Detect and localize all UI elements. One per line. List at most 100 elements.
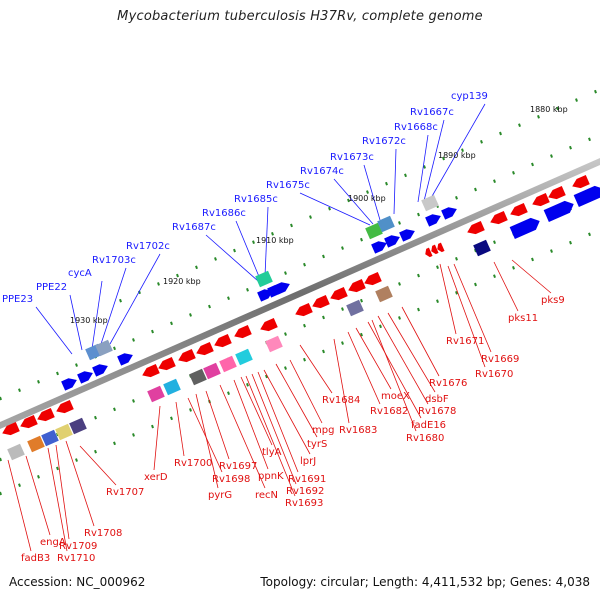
- reverse-gene-label: ppnK: [258, 471, 284, 482]
- tick-mark: [284, 366, 287, 370]
- reverse-gene-arrow: [431, 244, 439, 255]
- tick-mark: [379, 324, 382, 329]
- tick-mark: [341, 246, 344, 250]
- forward-gene-block: [95, 339, 113, 357]
- reverse-leader-line: [447, 265, 486, 368]
- forward-gene-arrow-shape: [543, 200, 574, 222]
- reverse-gene-block-shape: [473, 239, 491, 257]
- reverse-leader-line: [355, 327, 392, 390]
- reverse-gene-arrow-shape: [196, 342, 214, 356]
- tick-mark: [170, 321, 173, 326]
- tick-mark: [341, 341, 344, 345]
- tick-mark: [227, 296, 230, 300]
- reverse-gene-label: xerD: [144, 472, 168, 483]
- kbp-label: 1890 kbp: [438, 151, 476, 160]
- reverse-leader-line: [55, 444, 70, 540]
- reverse-gene-arrow: [572, 175, 590, 189]
- reverse-gene-arrow-shape: [214, 334, 232, 348]
- kbp-label: 1900 kbp: [348, 194, 386, 203]
- forward-leader-line: [299, 192, 371, 226]
- forward-gene-arrow-shape: [274, 282, 290, 295]
- tick-mark: [0, 396, 2, 401]
- reverse-gene-label: Rv1693: [285, 498, 323, 509]
- tick-mark: [417, 212, 420, 217]
- tick-mark: [113, 346, 116, 351]
- reverse-gene-arrow: [348, 279, 366, 293]
- tick-mark: [556, 106, 559, 111]
- forward-leader-line: [333, 178, 374, 225]
- tick-mark: [119, 298, 122, 303]
- tick-mark: [132, 399, 135, 403]
- reverse-gene-arrow: [2, 422, 20, 436]
- tick-mark: [594, 89, 597, 94]
- forward-gene-block: [377, 215, 395, 233]
- forward-gene-arrow-shape: [441, 207, 457, 220]
- tick-mark: [442, 156, 445, 161]
- reverse-leader-line: [187, 397, 223, 473]
- reverse-gene-block-shape: [7, 443, 25, 461]
- tick-mark: [531, 162, 534, 167]
- reverse-gene-block: [235, 348, 253, 366]
- tick-mark: [208, 304, 211, 309]
- reverse-gene-arrow-shape: [330, 287, 348, 301]
- tick-mark: [512, 170, 515, 175]
- reverse-leader-line: [263, 369, 311, 455]
- tick-mark: [157, 282, 160, 286]
- reverse-gene-arrow: [234, 325, 252, 339]
- reverse-leader-line: [511, 259, 552, 294]
- tick-mark: [37, 474, 40, 479]
- kbp-label: 1880 kbp: [530, 105, 568, 114]
- tick-mark: [518, 123, 521, 127]
- tick-mark: [132, 433, 135, 437]
- reverse-gene-arrow: [437, 242, 445, 253]
- forward-gene-label: Rv1687c: [172, 222, 216, 233]
- reverse-gene-block: [265, 335, 283, 353]
- reverse-leader-line: [233, 379, 269, 470]
- reverse-gene-label: Rv1678: [418, 406, 456, 417]
- forward-gene-arrow-shape: [92, 364, 108, 377]
- reverse-gene-arrow-shape: [532, 193, 550, 207]
- reverse-gene-arrow: [330, 287, 348, 301]
- tick-mark: [398, 221, 401, 225]
- reverse-gene-label: tyrS: [307, 439, 327, 450]
- reverse-gene-arrow: [295, 303, 313, 317]
- tick-mark: [75, 363, 78, 367]
- reverse-gene-block: [27, 435, 45, 453]
- tick-mark: [214, 257, 217, 261]
- map-title: Mycobacterium tuberculosis H37Rv, comple…: [117, 9, 483, 24]
- reverse-gene-arrow-shape: [260, 318, 278, 332]
- reverse-gene-label: Rv1710: [57, 553, 95, 564]
- tick-mark: [588, 232, 591, 237]
- tick-mark: [360, 298, 363, 303]
- tick-mark: [417, 273, 420, 278]
- reverse-leader-line: [240, 376, 273, 446]
- tick-mark: [398, 282, 401, 286]
- tick-mark: [493, 179, 496, 183]
- forward-gene-arrow: [117, 353, 133, 366]
- reverse-gene-block: [55, 423, 73, 441]
- tick-mark: [246, 383, 249, 387]
- forward-gene-arrow: [509, 217, 540, 239]
- forward-gene-label: PPE22: [36, 282, 67, 293]
- reverse-gene-block-shape: [55, 423, 73, 441]
- reverse-gene-block: [163, 378, 181, 396]
- forward-gene-label: Rv1672c: [362, 136, 406, 147]
- reverse-leader-line: [79, 445, 117, 486]
- tick-mark: [385, 181, 388, 186]
- forward-gene-arrow-shape: [509, 217, 540, 239]
- tick-mark: [404, 173, 407, 178]
- forward-gene-arrow: [399, 229, 415, 242]
- forward-leader-line: [205, 234, 259, 282]
- reverse-gene-arrow: [158, 357, 176, 371]
- reverse-gene-arrow: [467, 221, 485, 235]
- reverse-gene-arrow: [56, 400, 74, 414]
- reverse-gene-arrow-shape: [312, 295, 330, 309]
- reverse-gene-block-shape: [27, 435, 45, 453]
- forward-gene-arrow-shape: [399, 229, 415, 242]
- reverse-gene-arrow-shape: [431, 244, 439, 255]
- reverse-gene-label: Rv1691: [288, 474, 326, 485]
- reverse-gene-block-shape: [375, 285, 393, 303]
- reverse-gene-arrow-shape: [37, 408, 55, 422]
- tick-mark: [322, 254, 325, 259]
- forward-gene-arrow-shape: [117, 353, 133, 366]
